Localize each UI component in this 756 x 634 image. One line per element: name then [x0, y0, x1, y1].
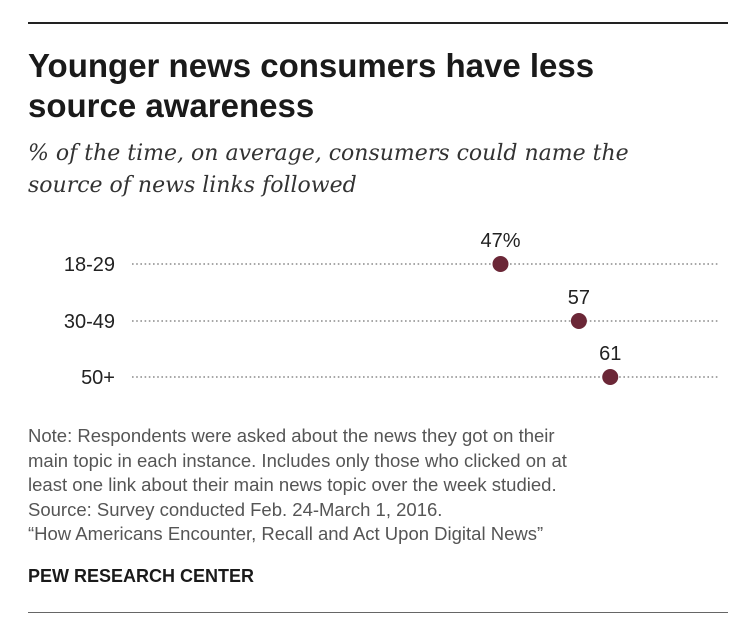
brand-name: PEW RESEARCH CENTER: [28, 566, 255, 586]
data-label: 47%: [480, 230, 520, 252]
note-line-5: “How Americans Encounter, Recall and Act…: [28, 523, 544, 544]
dot-chart: 18-29 47% 30-49 57 50+ 61: [64, 230, 720, 389]
data-point: [570, 313, 587, 329]
note-line-4: Source: Survey conducted Feb. 24-March 1…: [28, 498, 443, 520]
category-label: 50+: [81, 367, 115, 389]
chart-title: Younger news consumers have less source …: [28, 46, 728, 126]
chart-title-line-1: Younger news consumers have less: [28, 47, 595, 84]
top-rule: [28, 22, 728, 24]
category-label: 18-29: [64, 254, 115, 276]
note-line-1: Note: Respondents were asked about the n…: [28, 425, 555, 446]
chart-note: Note: Respondents were asked about the n…: [28, 424, 728, 547]
chart-title-line-2: source awareness: [28, 87, 315, 124]
data-label: 57: [568, 287, 590, 309]
data-point: [602, 369, 619, 385]
bottom-rule: [28, 612, 728, 613]
chart-subtitle-line-1: % of the time, on average, consumers cou…: [28, 141, 629, 166]
data-point: [492, 256, 509, 272]
chart-subtitle: % of the time, on average, consumers cou…: [28, 138, 728, 202]
category-label: 30-49: [64, 311, 115, 333]
note-line-2: main topic in each instance. Includes on…: [28, 449, 567, 471]
note-line-3: least one link about their main news top…: [28, 474, 557, 495]
chart-subtitle-line-2: source of news links followed: [28, 173, 357, 198]
data-label: 61: [599, 343, 621, 365]
